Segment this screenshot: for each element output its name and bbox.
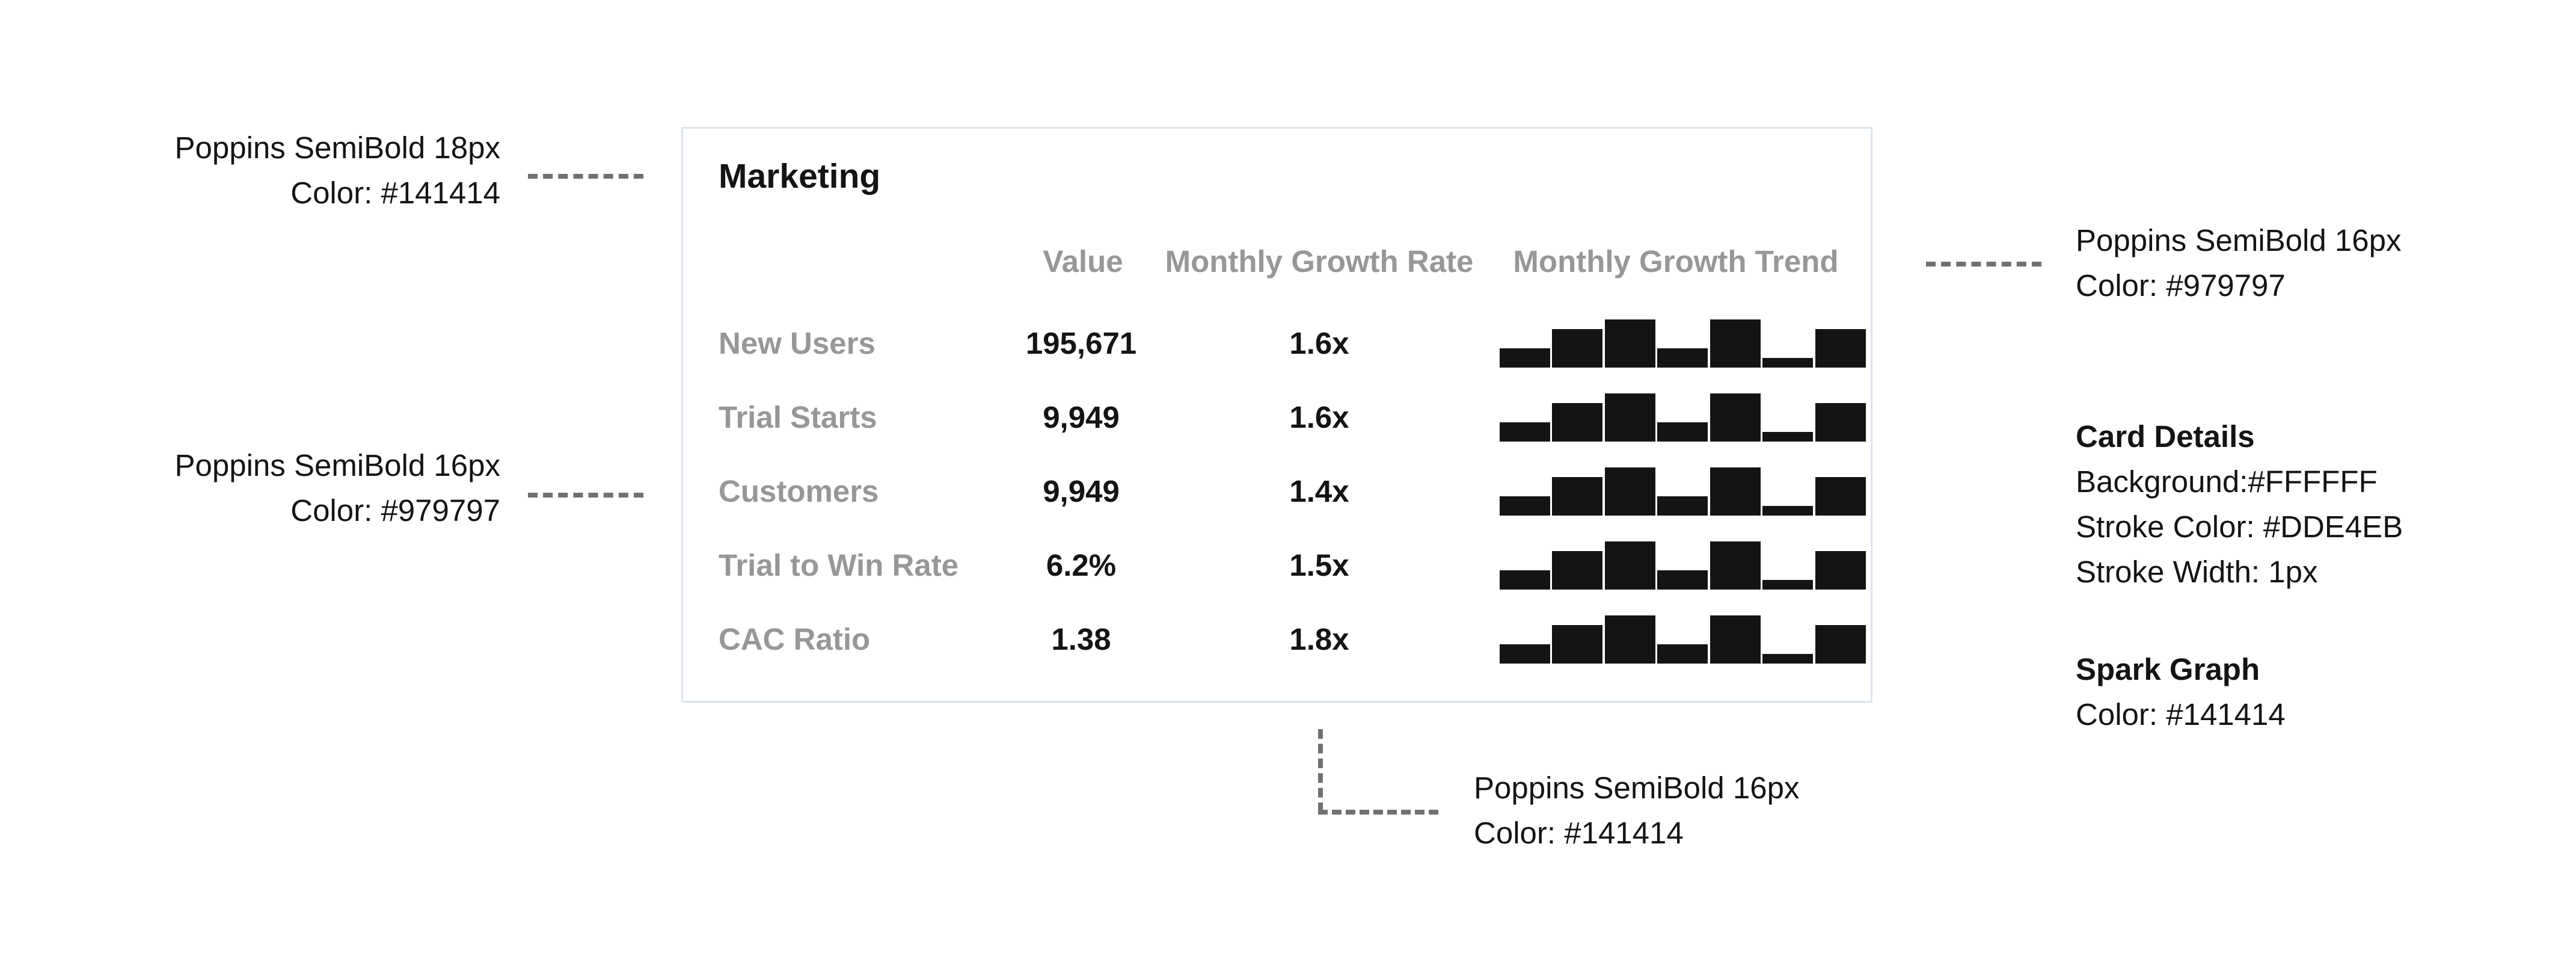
- card-details-title: Card Details: [2076, 419, 2255, 454]
- row-growth-rate: 1.4x: [1289, 474, 1349, 508]
- spark-bar: [1815, 403, 1866, 442]
- spark-bar: [1500, 570, 1550, 590]
- header-note-font: Poppins SemiBold 16px: [2076, 223, 2402, 257]
- row-label: CAC Ratio: [719, 622, 871, 656]
- card-details-stroke-color: Stroke Color: #DDE4EB: [2076, 510, 2403, 544]
- header-note-color: Color: #979797: [2076, 268, 2286, 303]
- row-growth-rate: 1.6x: [1289, 400, 1349, 434]
- spark-bar: [1815, 477, 1866, 516]
- row-value: 195,671: [1025, 326, 1137, 360]
- label-note-font: Poppins SemiBold 16px: [174, 448, 500, 482]
- spark-bar: [1605, 393, 1655, 442]
- value-note-color: Color: #141414: [1474, 816, 1684, 850]
- spark-bar: [1500, 422, 1550, 442]
- card-details-stroke-width: Stroke Width: 1px: [2076, 555, 2318, 589]
- spark-graph: [1500, 319, 1866, 368]
- spark-bar: [1710, 541, 1761, 590]
- spark-bar: [1710, 393, 1761, 442]
- spark-bar: [1552, 625, 1602, 664]
- spark-bar: [1552, 551, 1602, 590]
- spark-graph: [1500, 615, 1866, 664]
- row-label: Customers: [719, 474, 879, 508]
- column-header-value: Value: [1043, 244, 1123, 279]
- spark-bar: [1762, 432, 1813, 442]
- column-header-growth-trend: Monthly Growth Trend: [1513, 244, 1839, 279]
- spark-bar: [1605, 319, 1655, 368]
- label-note-color: Color: #979797: [290, 493, 500, 528]
- spark-bar: [1762, 580, 1813, 590]
- header-note-connector: [1926, 262, 2041, 267]
- row-growth-rate: 1.6x: [1289, 326, 1349, 360]
- spark-bar: [1657, 496, 1708, 516]
- spark-bar: [1552, 403, 1602, 442]
- row-label: New Users: [719, 326, 876, 360]
- spark-bar: [1657, 422, 1708, 442]
- row-growth-rate: 1.8x: [1289, 622, 1349, 656]
- value-note-font: Poppins SemiBold 16px: [1474, 771, 1800, 805]
- value-typography-note: Poppins SemiBold 16px Color: #141414: [1474, 765, 1800, 855]
- row-value: 9,949: [1043, 400, 1120, 434]
- card-details-background: Background:#FFFFFF: [2076, 464, 2378, 499]
- column-header-growth-rate: Monthly Growth Rate: [1165, 244, 1474, 279]
- spark-bar: [1710, 319, 1761, 368]
- row-value: 9,949: [1043, 474, 1120, 508]
- spark-bar: [1762, 506, 1813, 516]
- spark-bar: [1605, 615, 1655, 664]
- row-value: 1.38: [1051, 622, 1111, 656]
- value-note-connector-vertical: [1318, 729, 1323, 812]
- spark-bar: [1710, 615, 1761, 664]
- title-note-color: Color: #141414: [290, 176, 500, 210]
- label-typography-note: Poppins SemiBold 16px Color: #979797: [174, 443, 500, 533]
- spark-bar: [1657, 570, 1708, 590]
- card-title: Marketing: [719, 157, 881, 196]
- spark-bar: [1762, 654, 1813, 664]
- spark-bar: [1710, 467, 1761, 516]
- title-typography-note: Poppins SemiBold 18px Color: #141414: [174, 125, 500, 215]
- spark-bar: [1500, 496, 1550, 516]
- spark-bar: [1500, 348, 1550, 368]
- spark-bar: [1657, 348, 1708, 368]
- spark-graph: [1500, 393, 1866, 442]
- row-value: 6.2%: [1046, 548, 1117, 582]
- value-note-connector-horizontal: [1318, 810, 1438, 815]
- title-note-font: Poppins SemiBold 18px: [174, 131, 500, 165]
- row-label: Trial to Win Rate: [719, 548, 959, 582]
- label-note-connector: [528, 493, 643, 498]
- row-growth-rate: 1.5x: [1289, 548, 1349, 582]
- spark-graph-title: Spark Graph: [2076, 652, 2260, 686]
- spark-bar: [1815, 329, 1866, 368]
- marketing-card: [681, 127, 1872, 703]
- spark-bar: [1605, 467, 1655, 516]
- spark-bar: [1552, 329, 1602, 368]
- spark-graph-note: Spark Graph Color: #141414: [2076, 647, 2286, 737]
- spark-bar: [1500, 644, 1550, 664]
- spark-bar: [1762, 358, 1813, 368]
- spark-bar: [1605, 541, 1655, 590]
- spark-graph-color: Color: #141414: [2076, 697, 2286, 732]
- spark-bar: [1552, 477, 1602, 516]
- spark-bar: [1657, 644, 1708, 664]
- header-typography-note: Poppins SemiBold 16px Color: #979797: [2076, 218, 2402, 308]
- card-details-note: Card Details Background:#FFFFFF Stroke C…: [2076, 414, 2403, 594]
- spark-graph: [1500, 541, 1866, 590]
- spark-bar: [1815, 625, 1866, 664]
- spark-graph: [1500, 467, 1866, 516]
- spark-bar: [1815, 551, 1866, 590]
- title-note-connector: [528, 174, 643, 179]
- row-label: Trial Starts: [719, 400, 877, 434]
